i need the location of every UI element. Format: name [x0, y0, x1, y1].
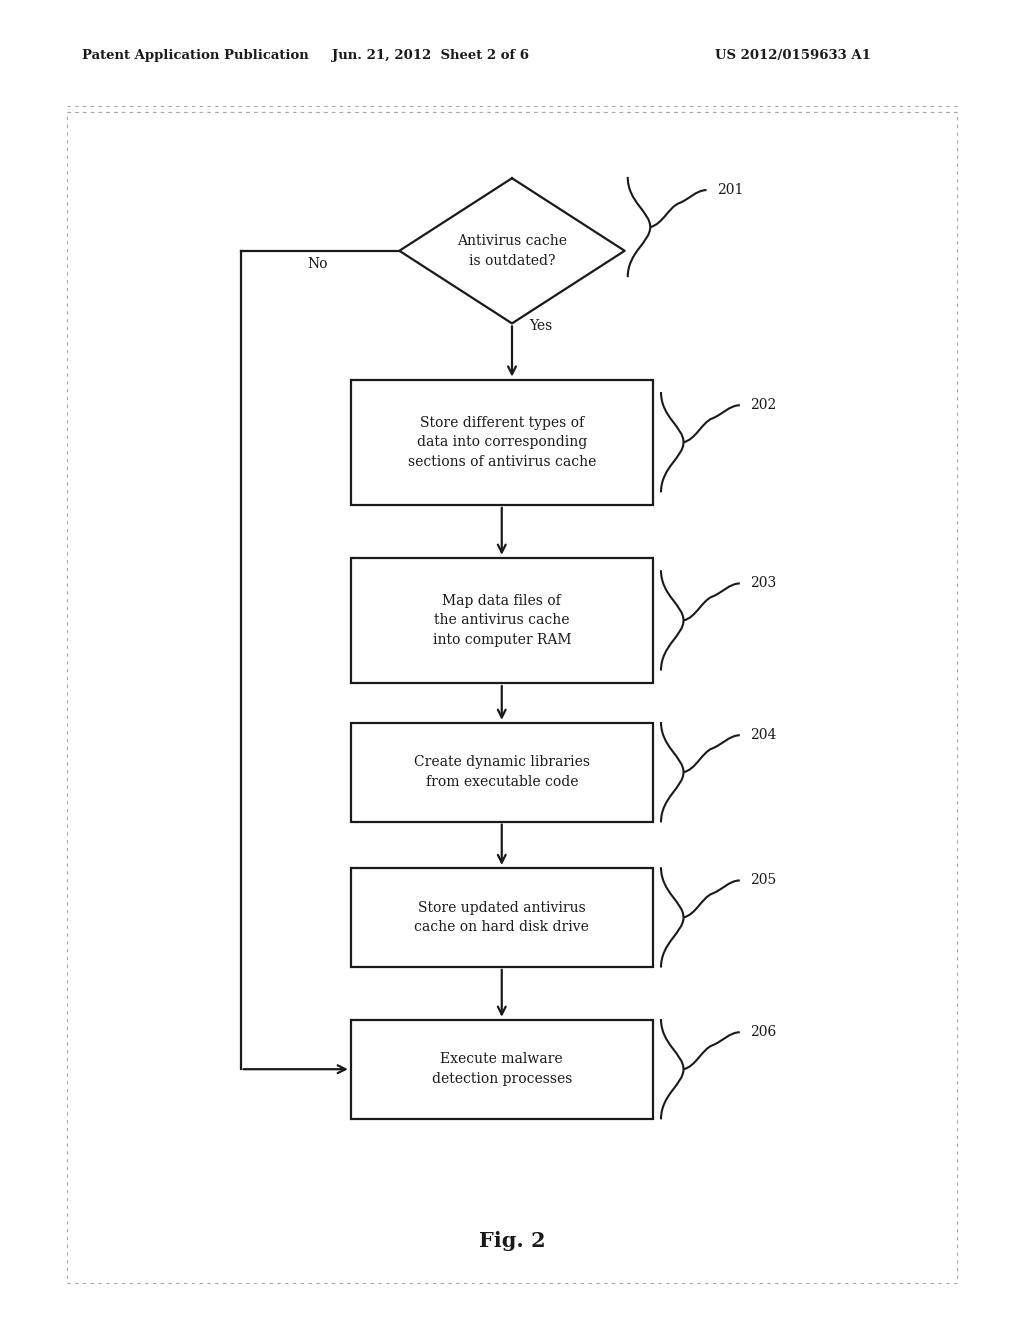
Bar — [350, 722, 653, 821]
Text: Yes: Yes — [529, 319, 552, 333]
Text: Create dynamic libraries
from executable code: Create dynamic libraries from executable… — [414, 755, 590, 789]
Text: US 2012/0159633 A1: US 2012/0159633 A1 — [715, 49, 870, 62]
Text: Store different types of
data into corresponding
sections of antivirus cache: Store different types of data into corre… — [408, 416, 596, 469]
Text: 202: 202 — [750, 399, 776, 412]
Bar — [350, 380, 653, 504]
Text: 203: 203 — [750, 577, 776, 590]
Text: Patent Application Publication: Patent Application Publication — [82, 49, 308, 62]
Text: 201: 201 — [717, 183, 743, 197]
Text: 206: 206 — [750, 1026, 776, 1039]
Text: Antivirus cache
is outdated?: Antivirus cache is outdated? — [457, 234, 567, 268]
Bar — [350, 557, 653, 682]
Text: 204: 204 — [750, 729, 776, 742]
Text: No: No — [307, 257, 328, 271]
Text: Map data files of
the antivirus cache
into computer RAM: Map data files of the antivirus cache in… — [432, 594, 571, 647]
Text: Fig. 2: Fig. 2 — [478, 1230, 546, 1251]
Bar — [350, 1020, 653, 1119]
Bar — [350, 869, 653, 966]
Text: Execute malware
detection processes: Execute malware detection processes — [431, 1052, 572, 1086]
Polygon shape — [399, 178, 625, 323]
Text: Jun. 21, 2012  Sheet 2 of 6: Jun. 21, 2012 Sheet 2 of 6 — [332, 49, 528, 62]
Text: Store updated antivirus
cache on hard disk drive: Store updated antivirus cache on hard di… — [415, 900, 589, 935]
Text: 205: 205 — [750, 874, 776, 887]
